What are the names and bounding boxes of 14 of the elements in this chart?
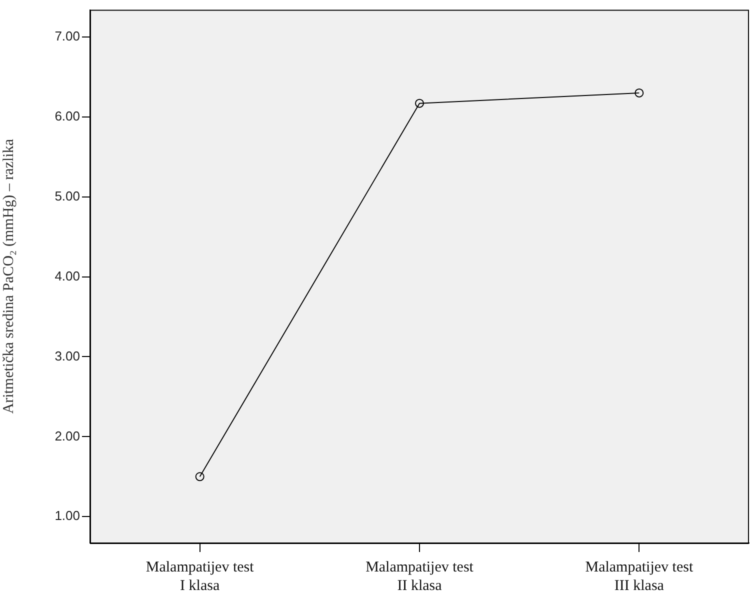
x-tick-label: Malampatijev test II klasa bbox=[366, 559, 474, 594]
point bbox=[195, 472, 204, 482]
y-tick-label: 7.00 bbox=[54, 28, 80, 44]
y-tick-label: 4.00 bbox=[54, 268, 80, 284]
y-tick-label: 2.00 bbox=[54, 428, 80, 444]
x-tick-label: Malampatijev test I klasa bbox=[146, 559, 255, 594]
y-tick-label: 3.00 bbox=[54, 348, 80, 364]
y-tick-label: 6.00 bbox=[54, 108, 80, 124]
y-axis-title: Aritmetička sredina PaCO₂ (mmHg) – razlika bbox=[0, 138, 17, 414]
y-tick-label: 1.00 bbox=[54, 508, 80, 524]
point bbox=[415, 98, 424, 108]
point bbox=[634, 88, 644, 98]
x-tick-label: Malampatijev test III klasa bbox=[585, 559, 694, 594]
y-tick-label: 5.00 bbox=[54, 188, 80, 204]
